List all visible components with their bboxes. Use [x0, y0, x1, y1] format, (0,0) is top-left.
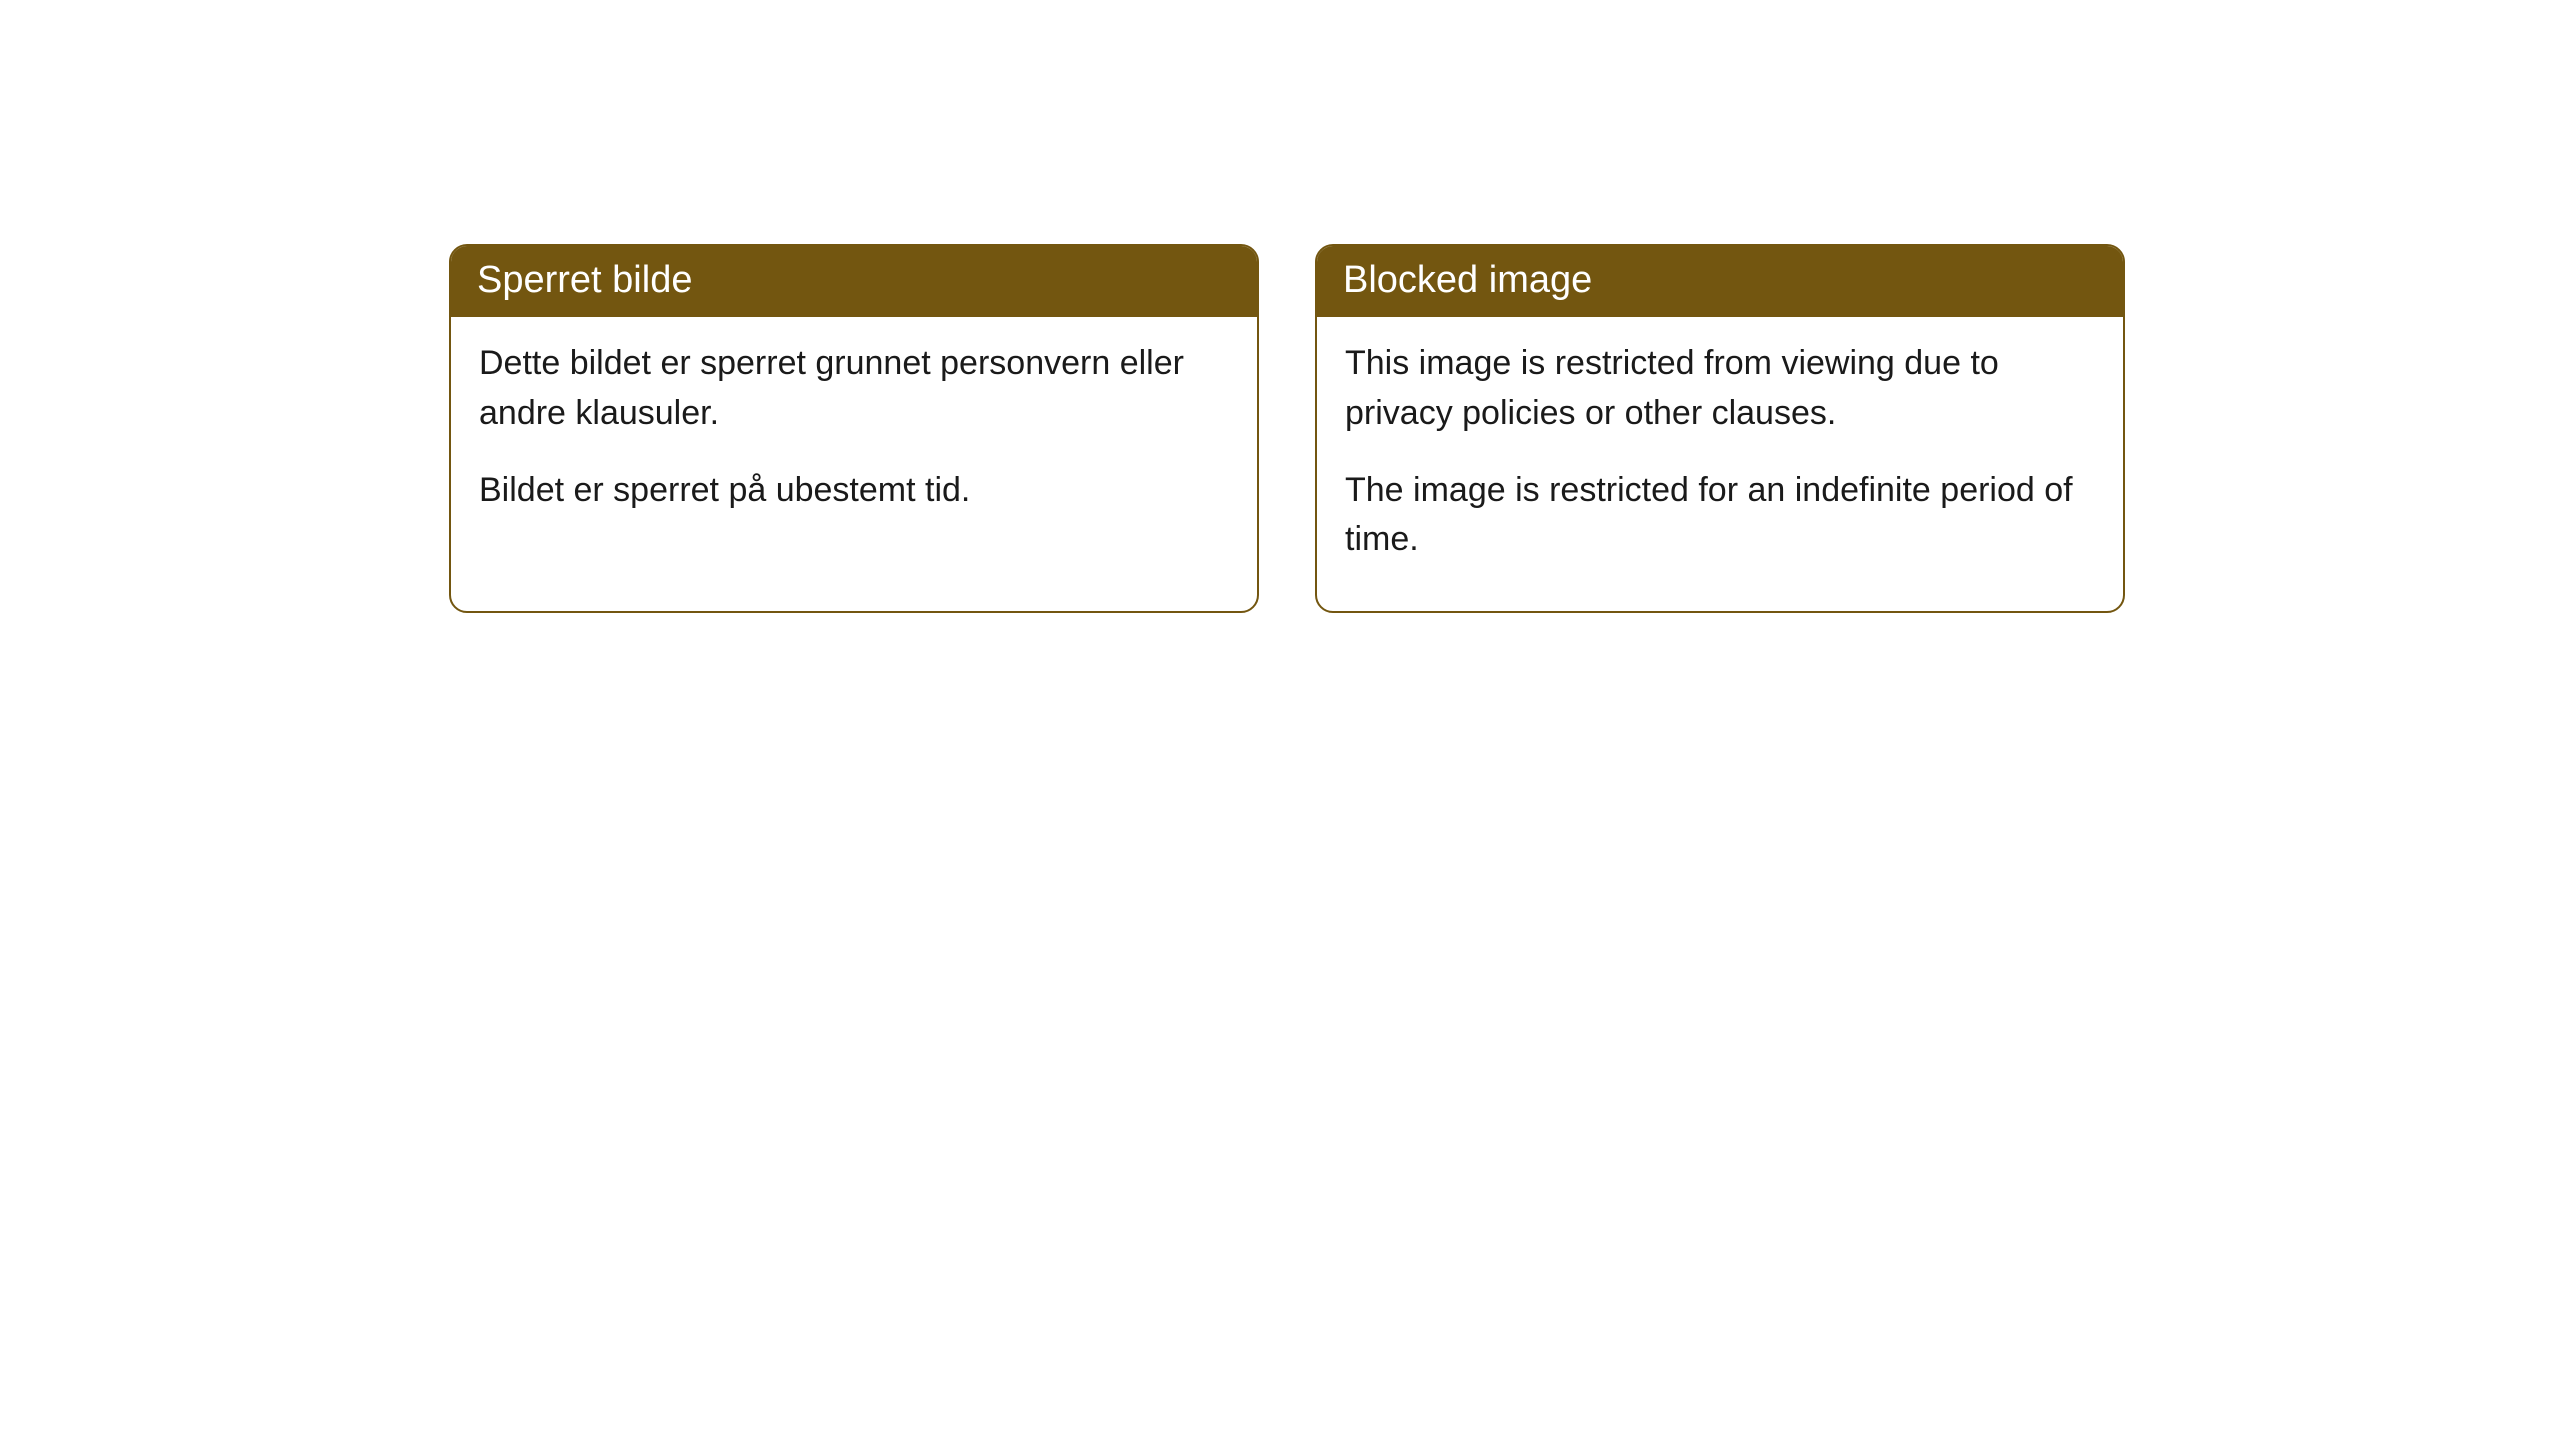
card-body-english: This image is restricted from viewing du… [1317, 317, 2123, 610]
card-paragraph-2-norwegian: Bildet er sperret på ubestemt tid. [479, 466, 1229, 515]
card-paragraph-2-english: The image is restricted for an indefinit… [1345, 466, 2095, 565]
blocked-image-card-norwegian: Sperret bilde Dette bildet er sperret gr… [449, 244, 1259, 613]
card-paragraph-1-norwegian: Dette bildet er sperret grunnet personve… [479, 339, 1229, 438]
notice-container: Sperret bilde Dette bildet er sperret gr… [449, 244, 2125, 613]
card-body-norwegian: Dette bildet er sperret grunnet personve… [451, 317, 1257, 561]
card-header-norwegian: Sperret bilde [451, 246, 1257, 317]
card-header-english: Blocked image [1317, 246, 2123, 317]
card-paragraph-1-english: This image is restricted from viewing du… [1345, 339, 2095, 438]
blocked-image-card-english: Blocked image This image is restricted f… [1315, 244, 2125, 613]
